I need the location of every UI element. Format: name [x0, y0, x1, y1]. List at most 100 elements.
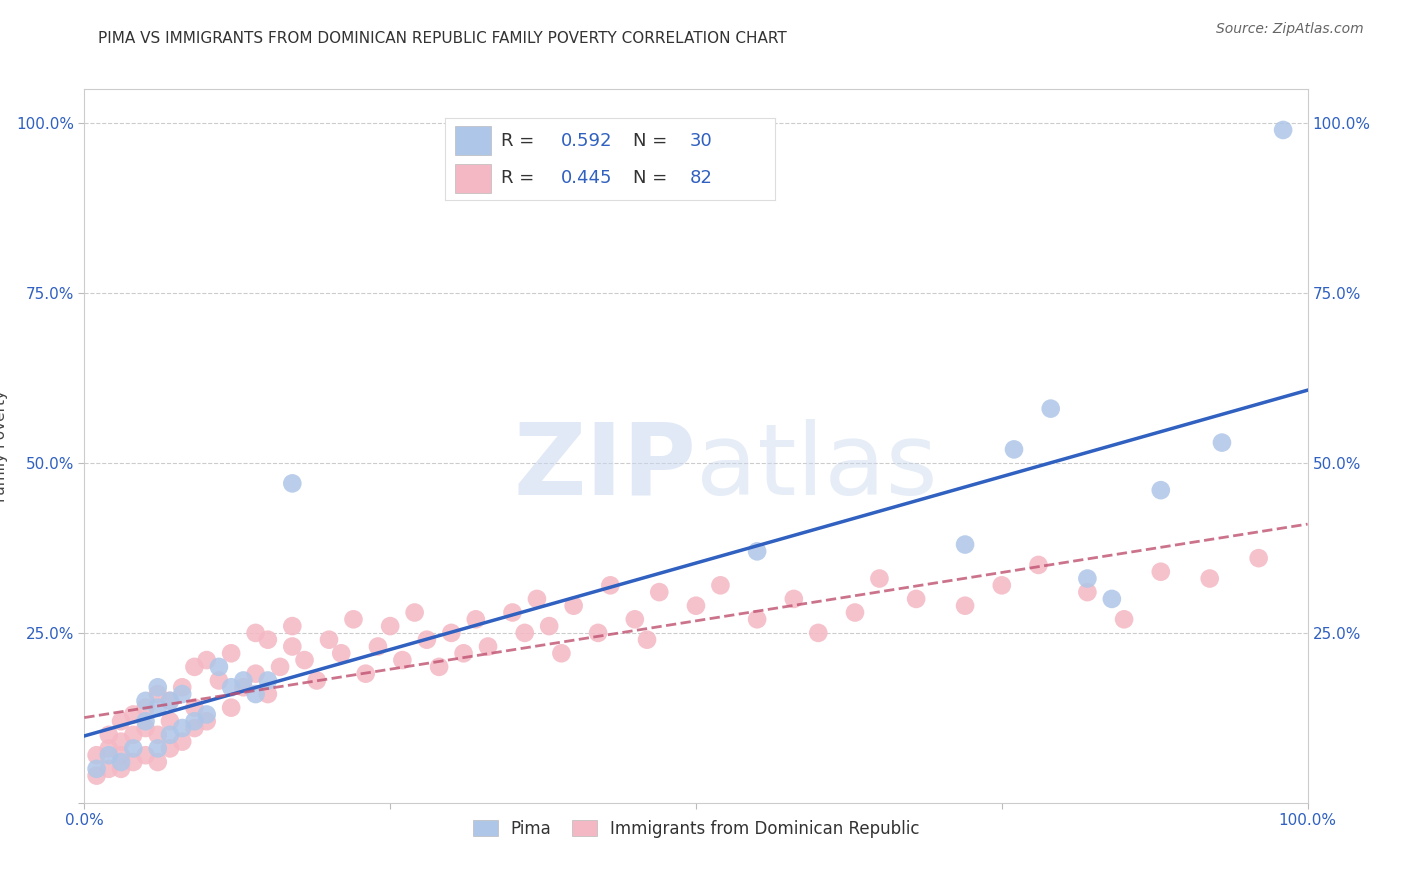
Point [330, 646, 353, 660]
Point [97, 762, 120, 776]
Point [513, 626, 536, 640]
Point [709, 578, 731, 592]
Point [526, 591, 548, 606]
Point [477, 640, 499, 654]
Point [1150, 483, 1173, 498]
Point [1150, 565, 1173, 579]
Point [1028, 558, 1050, 572]
Point [97, 741, 120, 756]
Point [599, 578, 621, 592]
Point [86, 769, 108, 783]
Point [1101, 591, 1123, 606]
Point [86, 748, 108, 763]
Point [159, 728, 181, 742]
Point [110, 748, 132, 763]
Point [1211, 435, 1233, 450]
Point [586, 626, 609, 640]
Point [245, 666, 267, 681]
Point [86, 762, 108, 776]
Point [257, 632, 280, 647]
Point [305, 673, 328, 688]
Point [562, 599, 585, 613]
Point [122, 741, 145, 756]
Point [245, 687, 267, 701]
Point [135, 721, 157, 735]
Point [183, 700, 205, 714]
Point [685, 599, 707, 613]
Point [232, 673, 254, 688]
Point [172, 680, 194, 694]
Point [281, 476, 304, 491]
Point [380, 619, 402, 633]
Point [219, 700, 242, 714]
Point [135, 700, 157, 714]
Point [294, 653, 316, 667]
Point [747, 612, 769, 626]
Point [538, 619, 561, 633]
Y-axis label: Family Poverty: Family Poverty [0, 390, 7, 502]
Point [1002, 442, 1025, 457]
Point [97, 728, 120, 742]
Point [367, 640, 389, 654]
Point [208, 673, 231, 688]
Point [245, 626, 267, 640]
Point [342, 612, 364, 626]
Point [440, 626, 463, 640]
Point [354, 666, 377, 681]
Point [1039, 401, 1062, 416]
Point [172, 734, 194, 748]
Point [502, 606, 524, 620]
Point [219, 680, 242, 694]
Point [427, 660, 450, 674]
Point [550, 646, 572, 660]
Point [636, 632, 658, 647]
Point [159, 694, 181, 708]
Point [135, 748, 157, 763]
Point [146, 687, 169, 701]
Point [953, 537, 976, 551]
Point [257, 673, 280, 688]
Point [807, 626, 830, 640]
Point [747, 544, 769, 558]
Point [404, 606, 426, 620]
Point [146, 741, 169, 756]
Point [464, 612, 486, 626]
Text: Source: ZipAtlas.com: Source: ZipAtlas.com [1216, 22, 1364, 37]
Text: PIMA VS IMMIGRANTS FROM DOMINICAN REPUBLIC FAMILY POVERTY CORRELATION CHART: PIMA VS IMMIGRANTS FROM DOMINICAN REPUBL… [98, 31, 787, 46]
Point [257, 687, 280, 701]
Point [135, 714, 157, 729]
Point [146, 680, 169, 694]
Point [159, 714, 181, 729]
Point [453, 646, 475, 660]
Point [195, 653, 218, 667]
Point [318, 632, 340, 647]
Point [869, 572, 891, 586]
Point [110, 734, 132, 748]
Point [122, 728, 145, 742]
Point [391, 653, 413, 667]
Point [1076, 585, 1098, 599]
Point [1198, 572, 1220, 586]
Point [232, 680, 254, 694]
Point [648, 585, 671, 599]
Point [953, 599, 976, 613]
Point [159, 741, 181, 756]
Point [269, 660, 291, 674]
Point [183, 721, 205, 735]
Point [159, 694, 181, 708]
Point [844, 606, 866, 620]
Point [281, 619, 304, 633]
Point [183, 714, 205, 729]
Point [97, 748, 120, 763]
Point [195, 714, 218, 729]
Point [281, 640, 304, 654]
Point [195, 707, 218, 722]
Text: atlas: atlas [696, 419, 938, 516]
Point [110, 714, 132, 729]
Point [183, 660, 205, 674]
Point [172, 687, 194, 701]
Point [110, 755, 132, 769]
Text: ZIP: ZIP [513, 419, 696, 516]
Point [219, 646, 242, 660]
Point [135, 694, 157, 708]
